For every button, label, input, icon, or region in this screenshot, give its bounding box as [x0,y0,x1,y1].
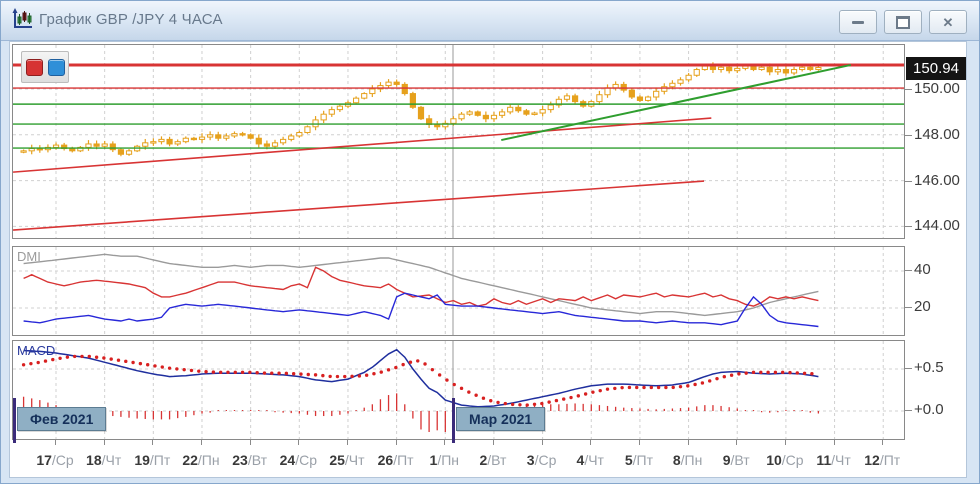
x-axis-label: 8/Пн [672,452,703,468]
dmi-panel[interactable] [12,246,905,336]
y-axis-label: 150.00 [914,80,960,97]
x-axis-tick [736,440,738,445]
window-title: График GBP /JPY 4 ЧАСА [39,11,223,28]
x-axis-tick [882,440,884,445]
restore-button[interactable] [884,10,922,34]
y-axis-label: +0.5 [914,359,944,376]
x-axis-label: 19/Пт [134,452,171,468]
month-badge-feb: Фев 2021 [17,407,107,431]
x-axis-tick [103,440,105,445]
axis-tick [905,226,912,227]
x-axis-tick [152,440,154,445]
x-axis-label: 1/Пн [429,452,460,468]
chart-icon [12,8,32,28]
axis-tick [905,181,912,182]
y-axis-label: 20 [914,298,931,315]
x-axis-tick [298,440,300,445]
x-axis-label: 2/Вт [479,452,507,468]
current-price-badge: 150.94 [906,57,966,80]
dmi-chart-svg [13,247,904,335]
x-axis-label: 12/Пт [864,452,901,468]
y-axis-label: 146.00 [914,172,960,189]
x-axis-label: 26/Пт [377,452,414,468]
dmi-label: DMI [17,249,41,264]
x-axis-label: 18/Чт [86,452,122,468]
chart-toolbar [21,51,69,83]
x-axis-tick [444,440,446,445]
x-axis-label: 17/Ср [36,452,74,468]
x-axis-tick [492,440,494,445]
x-axis-tick [833,440,835,445]
macd-label: MACD [17,343,56,358]
main-chart-panel[interactable] [12,44,905,239]
y-axis-label: 144.00 [914,217,960,234]
close-icon: ✕ [942,14,954,30]
month-separator-feb [13,398,16,443]
x-axis-label: 4/Чт [576,452,604,468]
x-axis-label: 9/Вт [722,452,750,468]
x-axis-label: 22/Пн [182,452,220,468]
month-separator-mar [452,398,455,443]
x-axis-tick [200,440,202,445]
month-badge-mar: Мар 2021 [456,407,546,431]
axis-tick [905,270,912,271]
close-button[interactable]: ✕ [929,10,967,34]
x-axis-tick [395,440,397,445]
x-axis-tick [249,440,251,445]
x-axis-tick [346,440,348,445]
x-axis-label: 25/Чт [329,452,365,468]
x-axis-tick [55,440,56,445]
x-axis-label: 23/Вт [232,452,268,468]
x-axis-tick [687,440,689,445]
x-axis-label: 11/Чт [816,452,851,468]
x-axis-tick [590,440,592,445]
axis-tick [905,135,912,136]
restore-icon [896,15,910,29]
x-axis-label: 24/Ср [279,452,317,468]
minimize-icon [852,20,864,24]
y-axis-label: +0.0 [914,401,944,418]
axis-tick [905,307,912,308]
minimize-button[interactable] [839,10,877,34]
x-axis-tick [541,440,543,445]
macd-panel[interactable] [12,340,905,440]
x-axis-label: 5/Пт [624,452,653,468]
x-axis-tick [784,440,786,445]
x-axis-label: 3/Ср [526,452,557,468]
axis-tick [905,89,912,90]
x-axis-tick [638,440,640,445]
y-axis-label: 40 [914,261,931,278]
blue-marker-button[interactable] [47,58,65,76]
red-marker-button[interactable] [25,58,43,76]
axis-tick [905,410,912,411]
titlebar[interactable]: График GBP /JPY 4 ЧАСА ✕ [1,1,979,41]
main-chart-svg [13,45,904,238]
x-axis: 17/Ср 18/Чт 19/Пт 22/Пн 23/Вт 24/Ср 25/Чт 26/Пт… [12,440,905,478]
x-axis-label: 10/Ср [766,452,804,468]
y-axis-label: 148.00 [914,126,960,143]
macd-chart-svg [13,341,904,439]
axis-tick [905,368,912,369]
